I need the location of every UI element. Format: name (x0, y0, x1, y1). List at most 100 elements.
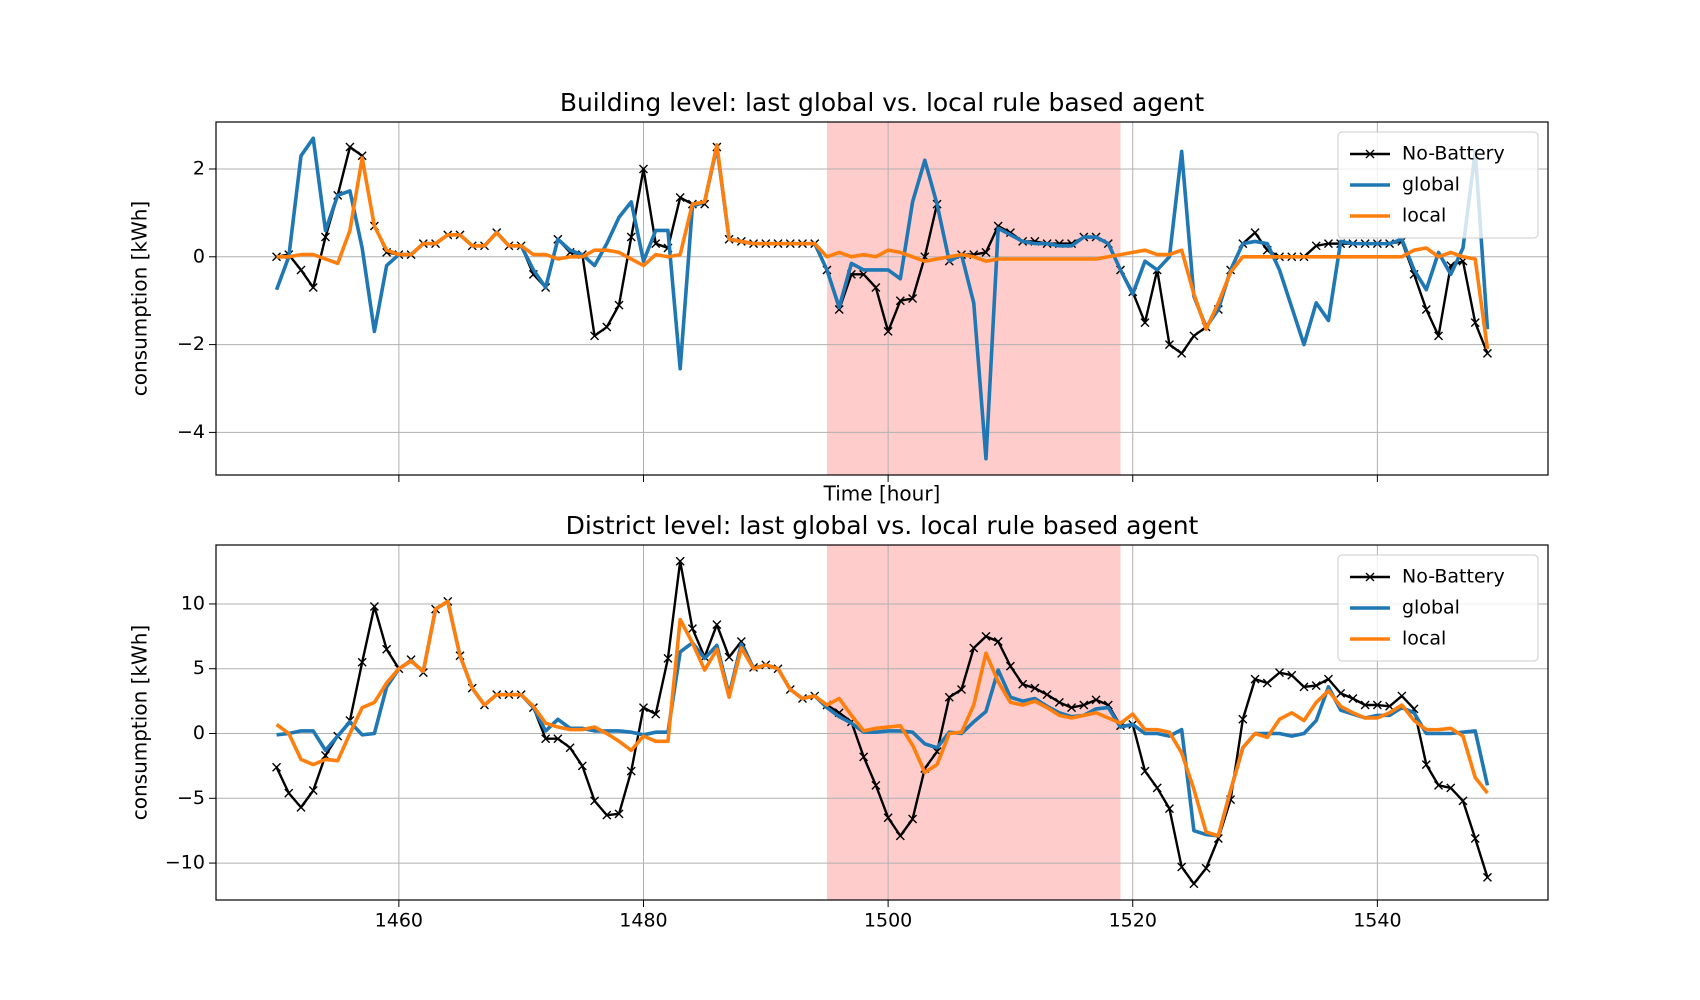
point-marker (614, 300, 624, 310)
x-tick-label: 1540 (1353, 910, 1401, 932)
point-marker (993, 637, 1003, 647)
y-axis-label: consumption [kWh] (128, 625, 152, 821)
point-marker (638, 164, 648, 174)
legend-label: global (1402, 597, 1460, 619)
point-marker (1177, 862, 1187, 872)
point-marker (859, 752, 869, 762)
point-marker (296, 265, 306, 275)
point-marker (908, 814, 918, 824)
y-axis-label: consumption [kWh] (128, 201, 152, 397)
point-marker (602, 322, 612, 332)
point-marker (541, 734, 551, 744)
point-marker (1189, 331, 1199, 341)
legend-marker (1365, 572, 1375, 582)
point-marker (1250, 674, 1260, 684)
legend-label: global (1402, 174, 1460, 196)
point-marker (590, 796, 600, 806)
legend-marker (1365, 149, 1375, 159)
point-marker (1005, 661, 1015, 671)
point-marker (883, 326, 893, 336)
point-marker (1079, 700, 1089, 710)
point-marker (1067, 703, 1077, 713)
point-marker (1091, 695, 1101, 705)
legend-box (1337, 131, 1539, 239)
point-marker (944, 692, 954, 702)
point-marker (675, 193, 685, 203)
point-marker (1311, 241, 1321, 251)
x-tick-label: 1500 (864, 910, 912, 932)
y-tick-label: 0 (193, 722, 205, 744)
point-marker (895, 296, 905, 306)
y-tick-label: −5 (177, 787, 205, 809)
point-marker (1372, 700, 1382, 710)
point-marker (626, 766, 636, 776)
point-marker (1287, 670, 1297, 680)
y-tick-label: 5 (193, 657, 205, 679)
point-marker (1458, 796, 1468, 806)
point-marker (565, 743, 575, 753)
chart-title: Building level: last global vs. local ru… (560, 88, 1205, 117)
point-marker (1042, 690, 1052, 700)
point-marker (1018, 679, 1028, 689)
point-marker (687, 624, 697, 634)
point-marker (553, 734, 563, 744)
x-tick-label: 1520 (1109, 910, 1157, 932)
point-marker (369, 602, 379, 612)
point-marker (1238, 714, 1248, 724)
point-marker (1140, 318, 1150, 328)
point-marker (1140, 766, 1150, 776)
y-tick-label: −10 (165, 852, 205, 874)
point-marker (1189, 879, 1199, 889)
point-marker (1164, 340, 1174, 350)
point-marker (1030, 683, 1040, 693)
point-marker (712, 620, 722, 630)
point-marker (736, 637, 746, 647)
point-marker (320, 232, 330, 242)
point-marker (1054, 697, 1064, 707)
point-marker (1348, 694, 1358, 704)
point-marker (602, 810, 612, 820)
point-marker (1311, 681, 1321, 691)
point-marker (675, 556, 685, 566)
point-marker (1177, 348, 1187, 358)
point-marker (1421, 304, 1431, 314)
y-tick-label: −2 (177, 333, 205, 355)
point-marker (1397, 691, 1407, 701)
point-marker (272, 252, 282, 262)
point-marker (1262, 678, 1272, 688)
point-marker (1323, 239, 1333, 249)
point-marker (981, 247, 991, 257)
point-marker (957, 684, 966, 694)
point-marker (1201, 863, 1211, 873)
point-marker (1323, 674, 1333, 684)
axes-frame (215, 121, 1549, 476)
chart-title: District level: last global vs. local ru… (566, 511, 1199, 540)
point-marker (1164, 804, 1174, 814)
y-tick-label: 0 (193, 245, 205, 267)
point-marker (871, 283, 881, 293)
point-marker (1299, 682, 1309, 692)
series-line (276, 143, 1490, 350)
y-tick-label: 2 (193, 157, 205, 179)
point-marker (345, 142, 355, 152)
point-marker (272, 762, 282, 772)
legend-label: local (1402, 628, 1446, 650)
point-marker (357, 657, 367, 667)
point-marker (1275, 668, 1285, 678)
legend-box (1337, 554, 1539, 662)
point-marker (1250, 228, 1260, 238)
point-marker (1360, 700, 1370, 710)
point-marker (1421, 760, 1431, 770)
point-marker (308, 283, 318, 293)
point-marker (1434, 331, 1444, 341)
point-marker (981, 631, 991, 641)
point-marker (577, 761, 587, 771)
point-marker (908, 294, 918, 303)
point-marker (895, 831, 905, 841)
point-marker (1482, 872, 1492, 882)
point-marker (590, 331, 600, 341)
y-tick-label: −4 (177, 421, 205, 443)
point-marker (724, 652, 734, 662)
point-marker (871, 780, 881, 790)
